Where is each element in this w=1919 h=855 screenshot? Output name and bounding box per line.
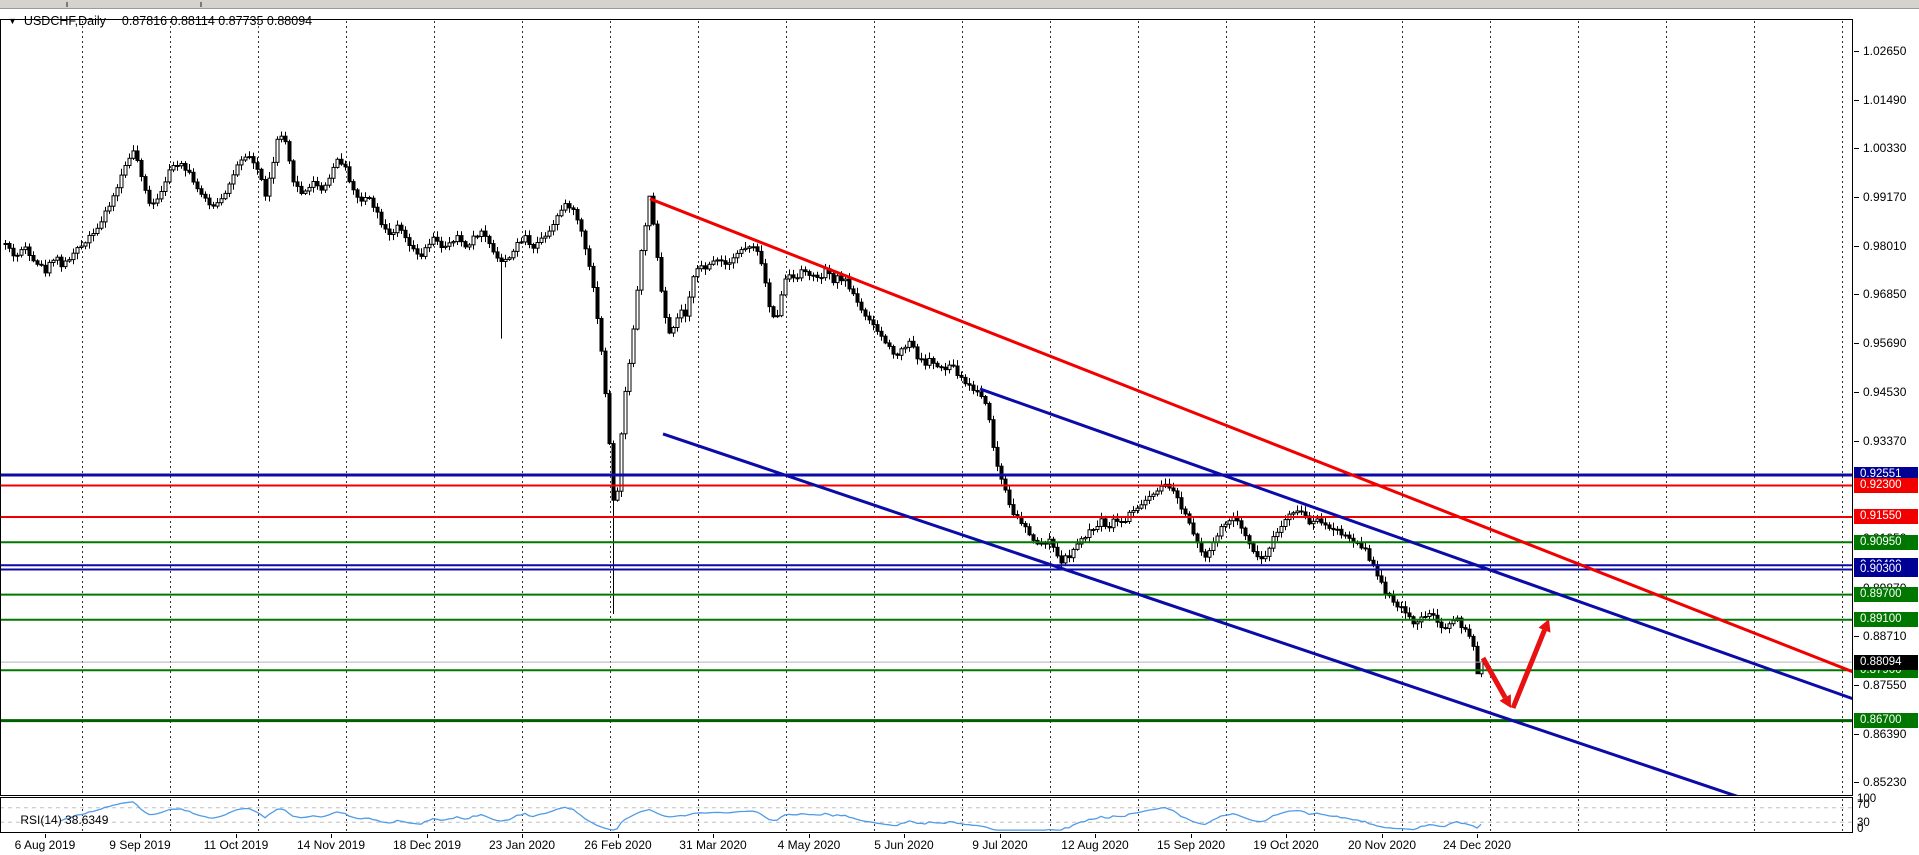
x-axis-label: 6 Aug 2019 bbox=[14, 838, 76, 852]
price-level-badge: 0.86700 bbox=[1854, 713, 1918, 728]
time-axis[interactable]: 6 Aug 2019 9 Sep 2019 11 Oct 2019 14 Nov 20… bbox=[0, 834, 1919, 855]
x-axis-tick bbox=[1477, 834, 1478, 838]
price-level-badge: 0.91550 bbox=[1854, 509, 1918, 524]
x-axis-label: 9 Jul 2020 bbox=[972, 838, 1028, 852]
y-axis-label: 0.93370 bbox=[1863, 434, 1907, 448]
x-axis-tick bbox=[904, 834, 905, 838]
y-axis-tick bbox=[1854, 734, 1859, 735]
y-axis-label: 0.94530 bbox=[1863, 385, 1907, 399]
price-level-badge: 0.90950 bbox=[1854, 535, 1918, 550]
y-axis-tick bbox=[1854, 441, 1859, 442]
x-axis-label: 20 Nov 2020 bbox=[1347, 838, 1417, 852]
x-axis-label: 24 Dec 2020 bbox=[1442, 838, 1512, 852]
x-axis-tick bbox=[522, 834, 523, 838]
y-axis-label: 0.98010 bbox=[1863, 239, 1907, 253]
chart-window: ▼ USDCHF,Daily 0.87816 0.88114 0.87735 0… bbox=[0, 9, 1919, 855]
splitter-mark bbox=[200, 2, 202, 7]
x-axis-label: 31 Mar 2020 bbox=[679, 838, 747, 852]
y-axis-label: 0.87550 bbox=[1863, 678, 1907, 692]
x-axis-label: 18 Dec 2019 bbox=[392, 838, 462, 852]
x-axis-tick bbox=[45, 834, 46, 838]
y-axis-tick bbox=[1854, 782, 1859, 783]
x-axis-label: 9 Sep 2019 bbox=[109, 838, 171, 852]
x-axis-tick bbox=[618, 834, 619, 838]
x-axis-tick bbox=[427, 834, 428, 838]
x-axis-label: 5 Jun 2020 bbox=[874, 838, 934, 852]
x-axis-label: 4 May 2020 bbox=[777, 838, 841, 852]
current-price-badge: 0.88094 bbox=[1854, 655, 1918, 670]
x-axis-label: 14 Nov 2019 bbox=[296, 838, 366, 852]
x-axis-tick bbox=[1191, 834, 1192, 838]
y-axis-tick bbox=[1854, 636, 1859, 637]
y-axis-label: 0.85230 bbox=[1863, 775, 1907, 789]
x-axis-tick bbox=[809, 834, 810, 838]
y-axis-label: 0.96850 bbox=[1863, 287, 1907, 301]
rsi-scale-label: 0 bbox=[1857, 823, 1864, 835]
chart-canvas[interactable] bbox=[0, 9, 1854, 834]
y-axis-label: 1.02650 bbox=[1863, 44, 1907, 58]
y-axis-label: 0.86390 bbox=[1863, 727, 1907, 741]
x-axis-tick bbox=[1382, 834, 1383, 838]
price-level-badge: 0.90300 bbox=[1854, 562, 1918, 577]
y-axis-tick bbox=[1854, 51, 1859, 52]
collapse-chart-icon[interactable]: ▼ bbox=[8, 16, 17, 26]
rsi-indicator-caption: RSI(14) 38.6349 bbox=[7, 799, 108, 841]
x-axis-label: 12 Aug 2020 bbox=[1061, 838, 1129, 852]
y-axis-tick bbox=[1854, 685, 1859, 686]
x-axis-tick bbox=[140, 834, 141, 838]
x-axis-label: 23 Jan 2020 bbox=[488, 838, 556, 852]
y-axis-tick bbox=[1854, 392, 1859, 393]
x-axis-tick bbox=[1095, 834, 1096, 838]
chart-title-bar: ▼ USDCHF,Daily 0.87816 0.88114 0.87735 0… bbox=[8, 14, 312, 28]
x-axis-tick bbox=[1000, 834, 1001, 838]
ohlc-values: 0.87816 0.88114 0.87735 0.88094 bbox=[121, 14, 313, 28]
splitter-mark bbox=[66, 2, 68, 7]
x-axis-tick bbox=[713, 834, 714, 838]
y-axis-tick bbox=[1854, 294, 1859, 295]
price-level-badge: 0.92300 bbox=[1854, 478, 1918, 493]
window-top-strip bbox=[0, 0, 1919, 9]
y-axis-label: 0.88710 bbox=[1863, 629, 1907, 643]
y-axis-label: 1.00330 bbox=[1863, 141, 1907, 155]
rsi-label: RSI(14) bbox=[20, 813, 62, 827]
symbol-timeframe-label: USDCHF,Daily bbox=[23, 14, 106, 28]
y-axis-label: 0.95690 bbox=[1863, 336, 1907, 350]
price-level-badge: 0.89100 bbox=[1854, 612, 1918, 627]
y-axis-tick bbox=[1854, 343, 1859, 344]
y-axis-tick bbox=[1854, 197, 1859, 198]
price-level-badge: 0.89700 bbox=[1854, 587, 1918, 602]
x-axis-label: 15 Sep 2020 bbox=[1156, 838, 1226, 852]
price-axis[interactable]: 1.02650 1.01490 1.00330 0.99170 0.98010 0.968… bbox=[1854, 9, 1919, 835]
x-axis-label: 11 Oct 2019 bbox=[203, 838, 269, 852]
rsi-value: 38.6349 bbox=[65, 813, 109, 827]
x-axis-tick bbox=[236, 834, 237, 838]
rsi-scale-label: 70 bbox=[1857, 799, 1870, 811]
y-axis-tick bbox=[1854, 246, 1859, 247]
rsi-scale-label: 30 bbox=[1857, 817, 1870, 829]
x-axis-tick bbox=[1286, 834, 1287, 838]
y-axis-label: 1.01490 bbox=[1863, 93, 1907, 107]
y-axis-label: 0.99170 bbox=[1863, 190, 1907, 204]
x-axis-tick bbox=[331, 834, 332, 838]
y-axis-tick bbox=[1854, 100, 1859, 101]
x-axis-label: 19 Oct 2020 bbox=[1253, 838, 1319, 852]
y-axis-tick bbox=[1854, 148, 1859, 149]
rsi-scale-label: 100 bbox=[1857, 793, 1877, 805]
x-axis-label: 26 Feb 2020 bbox=[584, 838, 652, 852]
